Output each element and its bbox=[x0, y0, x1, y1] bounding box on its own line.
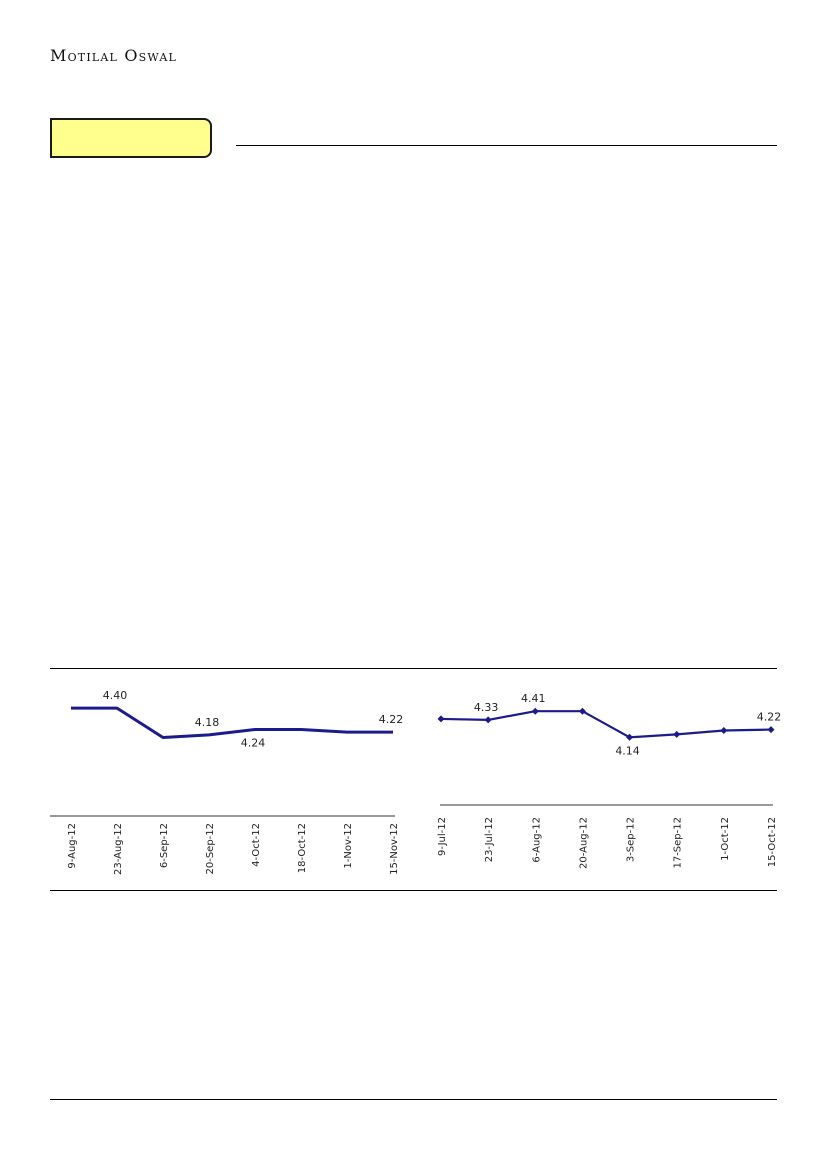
data-point bbox=[578, 707, 586, 715]
data-label: 4.22 bbox=[757, 711, 782, 724]
x-tick-label: 4-Oct-12 bbox=[251, 823, 262, 867]
section-tab bbox=[50, 118, 212, 158]
figure-bottom-rule bbox=[50, 890, 777, 891]
series-line bbox=[71, 706, 393, 740]
footer-rule bbox=[50, 1099, 777, 1100]
x-tick-label: 6-Aug-12 bbox=[531, 817, 542, 863]
x-tick-label: 23-Jul-12 bbox=[484, 817, 495, 862]
data-label: 4.33 bbox=[474, 701, 499, 714]
data-point bbox=[484, 716, 492, 724]
x-tick-label: 6-Sep-12 bbox=[159, 823, 170, 868]
data-label: 4.18 bbox=[195, 716, 220, 729]
data-label: 4.14 bbox=[615, 744, 640, 757]
figure-top-rule bbox=[50, 668, 777, 669]
header-rule bbox=[236, 145, 777, 146]
data-point bbox=[720, 727, 728, 735]
x-tick-label: 9-Jul-12 bbox=[437, 817, 448, 856]
data-label: 4.24 bbox=[241, 736, 266, 749]
series-line bbox=[440, 710, 772, 739]
x-tick-label: 23-Aug-12 bbox=[113, 823, 124, 875]
data-point bbox=[626, 733, 634, 741]
x-tick-label: 9-Aug-12 bbox=[67, 823, 78, 869]
x-tick-label: 1-Oct-12 bbox=[720, 817, 731, 861]
x-tick-label: 1-Nov-12 bbox=[343, 823, 354, 869]
x-tick-label: 15-Oct-12 bbox=[767, 817, 778, 867]
x-tick-label: 20-Sep-12 bbox=[205, 823, 216, 875]
data-label: 4.22 bbox=[379, 713, 404, 726]
data-point bbox=[437, 715, 445, 723]
data-label: 4.41 bbox=[521, 692, 546, 705]
right-line-chart: 4.33 4.41 4.14 4.22 9-Jul-12 23-Jul-12 6-Aug-1… bbox=[437, 692, 782, 869]
brand-logo-text: Motilal Oswal bbox=[50, 46, 177, 65]
x-tick-label: 20-Aug-12 bbox=[578, 817, 589, 869]
x-tick-label: 18-Oct-12 bbox=[297, 823, 308, 873]
data-point bbox=[673, 730, 681, 738]
x-tick-label: 15-Nov-12 bbox=[389, 823, 400, 875]
x-tick-label: 17-Sep-12 bbox=[673, 817, 684, 869]
data-point bbox=[531, 707, 539, 715]
data-label: 4.40 bbox=[103, 689, 128, 702]
x-tick-label: 3-Sep-12 bbox=[626, 817, 637, 862]
data-point bbox=[767, 726, 775, 734]
left-line-chart: 4.40 4.18 4.24 4.22 9-Aug-12 23-Aug-12 6-Sep-1… bbox=[50, 689, 404, 875]
